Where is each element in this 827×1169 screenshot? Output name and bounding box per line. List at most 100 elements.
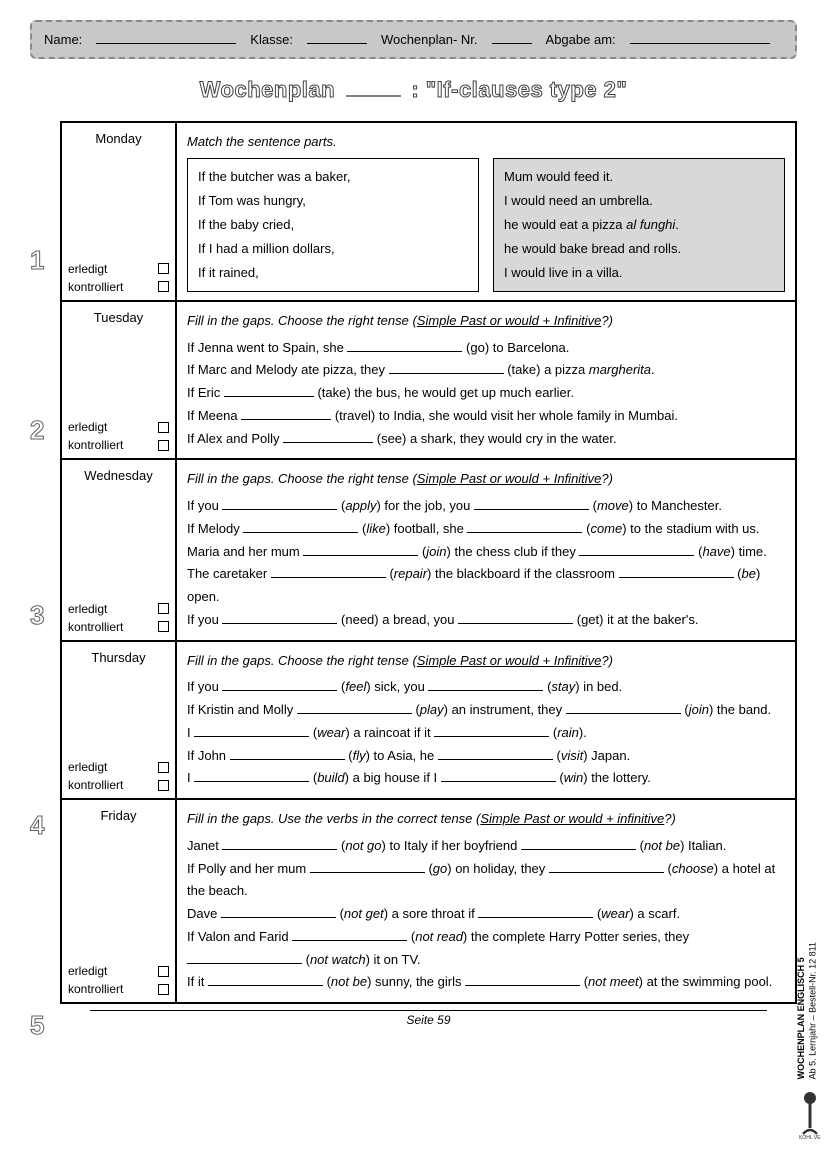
erledigt-label: erledigt [68,962,107,980]
gap[interactable] [271,567,386,578]
thu-s3: I (wear) a raincoat if it (rain). [187,722,785,745]
gap[interactable] [283,432,373,443]
title-blank[interactable] [346,83,401,97]
klasse-label: Klasse: [250,32,293,47]
row-thursday: 4 Thursday erledigt kontrolliert Fill in… [62,640,795,799]
gap[interactable] [478,907,593,918]
mr0: Mum would feed it. [504,165,774,189]
gap[interactable] [347,341,462,352]
instr-tue: Fill in the gaps. Choose the right tense… [187,310,785,333]
abgabe-label: Abgabe am: [546,32,616,47]
side-l2: Ab 5. Lernjahr – Bestell-Nr. 12 811 [807,942,817,1079]
gap[interactable] [467,522,582,533]
gap[interactable] [521,839,636,850]
ml2: If the baby cried, [198,213,468,237]
name-blank[interactable] [96,32,236,44]
gap[interactable] [187,953,302,964]
day-label-wed: Wednesday [68,468,169,483]
thu-s4: If John (fly) to Asia, he (visit) Japan. [187,745,785,768]
gap[interactable] [222,499,337,510]
mr1: I would need an umbrella. [504,189,774,213]
instr-mon: Match the sentence parts. [187,131,785,154]
gap[interactable] [224,386,314,397]
erledigt-checkbox[interactable] [158,966,169,977]
gap[interactable] [549,862,664,873]
gap[interactable] [474,499,589,510]
gap[interactable] [303,545,418,556]
kontrolliert-checkbox[interactable] [158,281,169,292]
gap[interactable] [579,545,694,556]
day-num-5: 5 [30,1010,44,1041]
ml4: If it rained, [198,261,468,285]
gap[interactable] [465,975,580,986]
gap[interactable] [222,613,337,624]
tue-s2: If Marc and Melody ate pizza, they (take… [187,359,785,382]
header-box: Name: Klasse: Wochenplan- Nr. Abgabe am: [30,20,797,59]
abgabe-blank[interactable] [630,32,770,44]
row-friday: 5 Friday erledigt kontrolliert Fill in t… [62,798,795,1002]
kontrolliert-checkbox[interactable] [158,780,169,791]
gap[interactable] [292,930,407,941]
fri-s5: If it (not be) sunny, the girls (not mee… [187,971,785,994]
day-label-tue: Tuesday [68,310,169,325]
erledigt-checkbox[interactable] [158,263,169,274]
instr-thu: Fill in the gaps. Choose the right tense… [187,650,785,673]
title-post: : "If-clauses type 2" [411,77,627,102]
gap[interactable] [194,771,309,782]
gap[interactable] [243,522,358,533]
gap[interactable] [566,703,681,714]
instr-wed: Fill in the gaps. Choose the right tense… [187,468,785,491]
klasse-blank[interactable] [307,32,367,44]
gap[interactable] [441,771,556,782]
kontrolliert-label: kontrolliert [68,776,123,794]
gap[interactable] [434,726,549,737]
wp-blank[interactable] [492,32,532,44]
erledigt-checkbox[interactable] [158,422,169,433]
erledigt-checkbox[interactable] [158,762,169,773]
mr4: I would live in a villa. [504,261,774,285]
side-l1: WOCHENPLAN ENGLISCH 5 [796,957,806,1079]
fri-s3: Dave (not get) a sore throat if (wear) a… [187,903,785,926]
gap[interactable] [458,613,573,624]
gap[interactable] [194,726,309,737]
day-num-3: 3 [30,600,44,631]
title-pre: Wochenplan [200,77,335,102]
kontrolliert-label: kontrolliert [68,436,123,454]
ml3: If I had a million dollars, [198,237,468,261]
gap[interactable] [208,975,323,986]
week-table: 1 Monday erledigt kontrolliert Match the… [60,121,797,1004]
gap[interactable] [230,749,345,760]
gap[interactable] [310,862,425,873]
gap[interactable] [241,409,331,420]
row-wednesday: 3 Wednesday erledigt kontrolliert Fill i… [62,458,795,639]
kontrolliert-checkbox[interactable] [158,621,169,632]
erledigt-checkbox[interactable] [158,603,169,614]
gap[interactable] [389,363,504,374]
ml1: If Tom was hungry, [198,189,468,213]
day-label-fri: Friday [68,808,169,823]
wp-label: Wochenplan- Nr. [381,32,478,47]
wed-s2: If Melody (like) football, she (come) to… [187,518,785,541]
side-publisher-text: WOCHENPLAN ENGLISCH 5 Ab 5. Lernjahr – B… [796,942,819,1079]
publisher-logo-icon: KOHL VERLAG [799,1090,821,1145]
fri-s4: If Valon and Farid (not read) the comple… [187,926,785,972]
erledigt-label: erledigt [68,600,107,618]
fri-s1: Janet (not go) to Italy if her boyfriend… [187,835,785,858]
kontrolliert-checkbox[interactable] [158,440,169,451]
svg-text:KOHL VERLAG: KOHL VERLAG [799,1135,821,1140]
gap[interactable] [438,749,553,760]
gap[interactable] [428,680,543,691]
gap[interactable] [297,703,412,714]
gap[interactable] [619,567,734,578]
day-num-4: 4 [30,810,44,841]
gap[interactable] [222,680,337,691]
erledigt-label: erledigt [68,758,107,776]
tue-s3: If Eric (take) the bus, he would get up … [187,382,785,405]
kontrolliert-checkbox[interactable] [158,984,169,995]
row-tuesday: 2 Tuesday erledigt kontrolliert Fill in … [62,300,795,459]
gap[interactable] [221,907,336,918]
tue-s1: If Jenna went to Spain, she (go) to Barc… [187,337,785,360]
name-label: Name: [44,32,82,47]
gap[interactable] [222,839,337,850]
wed-s5: If you (need) a bread, you (get) it at t… [187,609,785,632]
